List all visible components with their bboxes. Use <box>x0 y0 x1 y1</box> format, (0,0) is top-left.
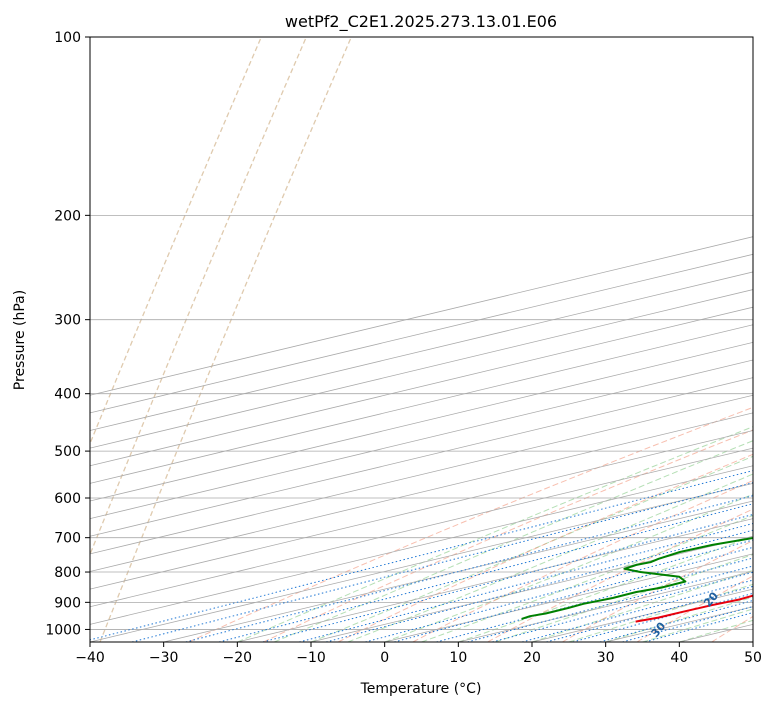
dry-adiabat-line <box>263 429 753 642</box>
isotherm-line <box>90 430 753 590</box>
isotherm-line <box>90 306 753 467</box>
isotherm-line <box>90 394 753 555</box>
y-tick-label: 100 <box>54 30 81 46</box>
isotherm-line <box>90 482 753 642</box>
dry-adiabat-line <box>337 453 753 642</box>
dry-adiabat-line <box>562 540 753 642</box>
lcl-arcs <box>90 37 353 642</box>
dry-adiabat-line <box>188 406 753 642</box>
x-tick-label: 20 <box>523 650 541 666</box>
isotherm-line <box>90 289 753 449</box>
isotherm-line <box>237 518 753 642</box>
x-tick-label: −40 <box>75 650 105 666</box>
x-tick-label: 10 <box>449 650 467 666</box>
mixing-ratio-line <box>185 495 753 642</box>
y-tick-label: 1000 <box>45 622 81 638</box>
y-tick-label: 200 <box>54 208 81 224</box>
moist-adiabat-line <box>421 514 753 642</box>
x-axis-label: Temperature (°C) <box>360 681 482 697</box>
isotherm-line <box>90 412 753 572</box>
moist-adiabat-line <box>531 569 753 642</box>
plot-area: 0.10.20.40.611.52346810131620253036-100-… <box>90 37 753 642</box>
y-tick-label: 600 <box>54 491 81 507</box>
lcl-arc-line <box>99 37 353 642</box>
y-tick-label: 900 <box>54 595 81 611</box>
x-tick-label: −10 <box>296 650 326 666</box>
x-tick-label: 0 <box>380 650 389 666</box>
mixing-ratio-line <box>325 529 753 642</box>
mixing-ratio-line <box>262 514 753 642</box>
mixing-ratio-line <box>90 470 753 641</box>
mixing-ratio-line <box>436 557 753 642</box>
y-tick-label: 800 <box>54 565 81 581</box>
mixing-ratio-line <box>645 612 753 642</box>
y-axis-ticks: 100 200 300 400 500 600 700 800 900 1000 <box>45 30 90 638</box>
pressure-gridlines <box>90 37 753 630</box>
isotherms <box>90 236 753 642</box>
x-tick-label: 50 <box>744 650 762 666</box>
y-tick-label: 500 <box>54 444 81 460</box>
x-tick-label: −20 <box>223 650 253 666</box>
x-tick-label: 30 <box>597 650 615 666</box>
moist-adiabat-line <box>274 440 753 642</box>
dewpoint-profile-line <box>521 536 753 620</box>
moist-adiabat-line <box>605 596 753 642</box>
y-tick-label: 300 <box>54 313 81 329</box>
dry-adiabat-line <box>636 575 753 642</box>
moist-adiabat-line <box>237 426 753 642</box>
lcl-arc-line <box>90 37 263 446</box>
lcl-arc-line <box>90 37 308 557</box>
isotherm-line <box>90 253 753 414</box>
isotherm-line <box>90 465 753 625</box>
moist-adiabat-line <box>347 473 753 642</box>
mixing-ratio-line <box>365 539 753 642</box>
isotherm-line <box>163 500 753 642</box>
x-tick-label: −30 <box>149 650 179 666</box>
chart-title: wetPf2_C2E1.2025.273.13.01.E06 <box>285 12 557 32</box>
isotherm-line <box>90 324 753 484</box>
y-axis-label: Pressure (hPa) <box>12 290 28 390</box>
x-axis-ticks: −40 −30 −20 −10 0 10 20 30 40 50 <box>75 642 762 666</box>
y-tick-label: 700 <box>54 531 81 547</box>
y-tick-label: 400 <box>54 387 81 403</box>
moist-adiabat-line <box>458 535 753 642</box>
x-tick-label: 40 <box>670 650 688 666</box>
isotherm-line <box>90 271 753 431</box>
mixing-ratio-line <box>299 523 753 642</box>
isotherm-line <box>90 447 753 608</box>
plot-frame <box>89 36 754 643</box>
mixing-ratio-lines <box>90 470 753 642</box>
data-series <box>521 536 753 623</box>
moist-adiabat-line <box>568 583 753 642</box>
isotherm-line <box>90 236 753 396</box>
